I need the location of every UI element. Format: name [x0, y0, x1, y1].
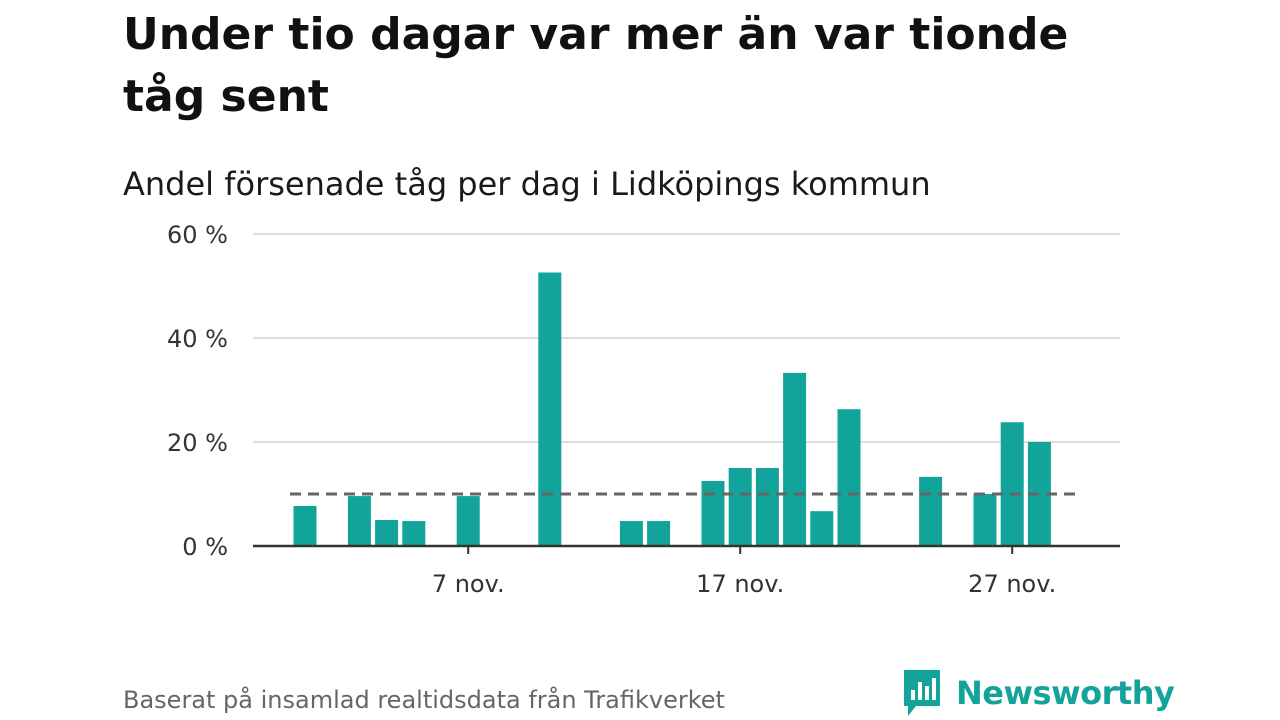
bar — [647, 521, 671, 546]
bar — [538, 272, 562, 546]
bar — [837, 409, 861, 546]
bar — [973, 494, 997, 546]
chart-subtitle: Andel försenade tåg per dag i Lidköpings… — [123, 165, 931, 203]
bar-chart: 0 % 20 % 40 % 60 % 7 nov. 17 nov. 27 nov. — [167, 221, 1120, 598]
x-tick-label: 17 nov. — [696, 570, 784, 598]
x-axis — [253, 544, 1120, 554]
y-tick-label: 0 % — [182, 533, 228, 561]
gridlines — [253, 233, 1120, 443]
bar — [701, 481, 725, 546]
chart-title: Under tio dagar var mer än var tionde tå… — [123, 9, 1069, 122]
bar — [755, 468, 779, 546]
y-tick-label: 20 % — [167, 429, 228, 457]
y-tick-label: 40 % — [167, 325, 228, 353]
bar — [919, 476, 943, 546]
bar — [347, 496, 371, 546]
bar — [728, 468, 752, 546]
bar — [810, 511, 834, 546]
source-note: Baserat på insamlad realtidsdata från Tr… — [123, 686, 725, 714]
y-axis-labels: 0 % 20 % 40 % 60 % — [167, 221, 228, 561]
brand-name: Newsworthy — [956, 674, 1175, 712]
x-axis-labels: 7 nov. 17 nov. 27 nov. — [432, 570, 1056, 598]
y-tick-label: 60 % — [167, 221, 228, 249]
bar — [1000, 422, 1024, 546]
bar — [456, 496, 480, 546]
bars — [293, 272, 1051, 546]
newsworthy-logo-icon — [904, 670, 940, 716]
x-tick-label: 27 nov. — [968, 570, 1056, 598]
bar — [783, 372, 807, 546]
x-tick-label: 7 nov. — [432, 570, 505, 598]
brand-logo[interactable]: Newsworthy — [902, 668, 1175, 718]
bar — [402, 521, 426, 546]
bar — [1027, 442, 1051, 546]
bar — [293, 505, 317, 546]
bar — [375, 520, 399, 546]
bar — [619, 521, 643, 546]
